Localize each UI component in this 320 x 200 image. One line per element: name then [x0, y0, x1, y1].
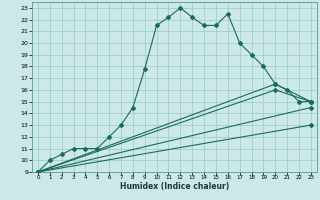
- X-axis label: Humidex (Indice chaleur): Humidex (Indice chaleur): [120, 182, 229, 191]
